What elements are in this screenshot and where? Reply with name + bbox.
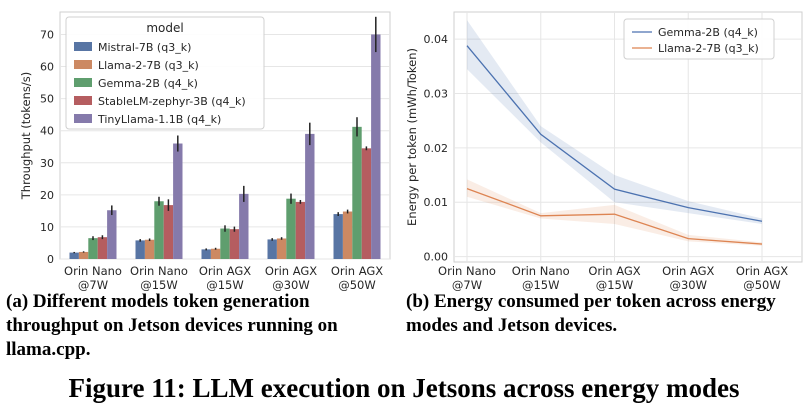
legend-swatch [74,78,92,87]
x-tick-label: Orin AGX [736,264,788,278]
y-tick-label: 50 [40,93,54,106]
bar [135,240,145,259]
bar [371,34,381,259]
legend-box [65,16,265,130]
bar [201,249,211,259]
y-tick-label: 0.04 [424,33,449,46]
bar [286,198,296,259]
y-tick-label: 0.02 [424,142,449,155]
bar [78,251,89,259]
x-tick-label: @7W [452,278,482,292]
y-tick-label: 0.00 [424,251,449,264]
x-tick-label: Orin Nano [64,264,122,278]
y-tick-label: 0.01 [424,196,449,209]
y-tick-label: 60 [40,61,54,74]
x-tick-label: @15W [140,278,178,292]
legend-swatch [74,114,92,123]
y-tick-label: 30 [40,157,54,170]
x-tick-label: Orin Nano [438,264,496,278]
bar [239,193,249,259]
legend-label: Gemma-2B (q4_k) [98,77,198,90]
confidence-band [467,20,762,224]
x-tick-label: Orin Nano [512,264,570,278]
x-tick-label: @15W [522,278,560,292]
legend-swatch [74,42,92,51]
bar [173,143,183,259]
subfigure-b-caption: (b) Energy consumed per token across ene… [406,291,776,336]
legend-label: Llama-2-7B (q3_k) [98,59,199,72]
y-tick-label: 10 [40,221,54,234]
legend-label: TinyLlama-1.1B (q4_k) [97,113,221,126]
bar [69,252,79,259]
x-tick-label: Orin Nano [130,264,188,278]
x-tick-label: @7W [78,278,108,292]
x-tick-label: Orin AGX [265,264,317,278]
bar [144,239,155,259]
confidence-band [467,179,762,246]
x-tick-label: @30W [272,278,310,292]
bar [305,133,315,259]
bar [267,239,277,259]
bar [210,248,221,259]
bar [154,201,164,259]
legend-label: StableLM-zephyr-3B (q4_k) [98,95,246,108]
y-axis-label: Throughput (tokens/s) [19,72,33,200]
x-tick-label: @15W [596,278,634,292]
legend-title: model [146,21,183,35]
y-tick-label: 0.03 [424,88,449,101]
legend-box [623,18,775,60]
legend-swatch [74,96,92,105]
bar [295,201,306,259]
bar [361,148,372,259]
bar [97,237,108,259]
y-tick-label: 0 [47,253,54,266]
bar [276,238,287,259]
y-tick-label: 20 [40,189,54,202]
bar [229,229,240,259]
legend-label: Mistral-7B (q3_k) [98,41,191,54]
bar [352,126,362,259]
x-tick-label: Orin AGX [662,264,714,278]
x-tick-label: Orin AGX [588,264,640,278]
x-tick-label: Orin AGX [331,264,383,278]
y-tick-label: 40 [40,125,54,138]
x-tick-label: Orin AGX [199,264,251,278]
bar [342,211,353,259]
legend-label: Gemma-2B (q4_k) [658,26,758,39]
x-tick-label: @15W [206,278,244,292]
x-tick-label: @50W [338,278,376,292]
legend-label: Llama-2-7B (q3_k) [658,42,759,55]
legend-swatch [74,60,92,69]
subfigure-a-caption: (a) Different models token generation th… [6,291,338,360]
x-tick-label: @50W [743,278,781,292]
x-tick-label: @30W [669,278,707,292]
y-axis-label: Energy per token (mWh/Token) [405,48,419,226]
figure-caption: Figure 11: LLM execution on Jetsons acro… [68,373,740,403]
y-tick-label: 70 [40,28,54,41]
bar [163,205,174,259]
bar [107,210,117,259]
bar [88,238,98,259]
bar [333,214,343,259]
bar [220,228,230,259]
